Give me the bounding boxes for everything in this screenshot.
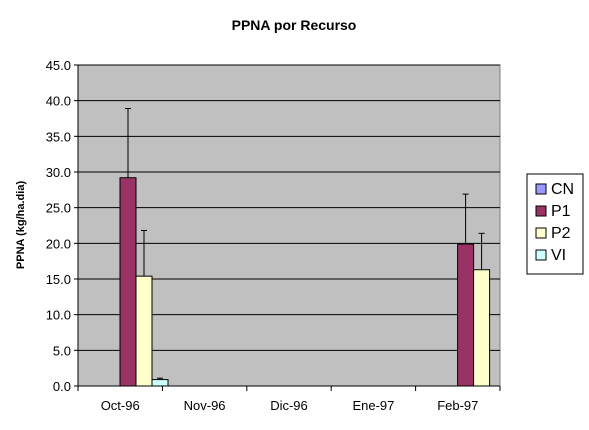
- legend-swatch-cn: [535, 183, 547, 195]
- bar-p2: [135, 275, 153, 387]
- x-tick-label: Feb-97: [437, 398, 478, 413]
- y-tick-label: 10.0: [46, 308, 71, 323]
- x-tick-label: Oct-96: [101, 398, 140, 413]
- x-tick-label: Dic-96: [270, 398, 308, 413]
- x-tick-label: Ene-97: [352, 398, 394, 413]
- legend-label-p2: P2: [551, 225, 571, 242]
- y-tick-label: 35.0: [46, 129, 71, 144]
- y-tick-label: 0.0: [53, 379, 71, 394]
- plot-area: 0.0 5.0 10.0 15.0 20.0 25.0 30.0 35.0 40.0 45.0 Oc…: [46, 58, 501, 413]
- bar-p2: [473, 269, 491, 387]
- legend-label-vi: VI: [551, 247, 566, 264]
- bar-vi: [151, 379, 169, 387]
- y-axis-label: PPNA (kg/ha.dia): [15, 181, 27, 270]
- y-tick-label: 15.0: [46, 272, 71, 287]
- chart-title: PPNA por Recurso: [232, 17, 357, 33]
- y-tick-label: 5.0: [53, 343, 71, 358]
- y-tick-label: 30.0: [46, 165, 71, 180]
- legend-swatch-p2: [535, 227, 547, 239]
- legend-label-cn: CN: [551, 181, 574, 198]
- y-tick-label: 40.0: [46, 94, 71, 109]
- legend-swatch-vi: [535, 249, 547, 261]
- legend-label-p1: P1: [551, 203, 571, 220]
- bar-p1: [457, 243, 475, 387]
- legend: CN P1 P2 VI: [526, 173, 584, 275]
- y-tick-label: 20.0: [46, 236, 71, 251]
- y-tick-label: 25.0: [46, 201, 71, 216]
- x-tick-label: Nov-96: [184, 398, 226, 413]
- bar-p1: [119, 177, 137, 387]
- y-tick-label: 45.0: [46, 58, 71, 73]
- legend-swatch-p1: [535, 205, 547, 217]
